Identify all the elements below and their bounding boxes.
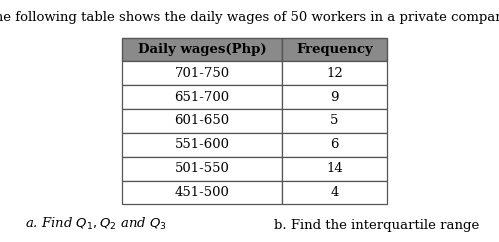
Text: 701-750: 701-750 [175, 67, 230, 80]
Text: b. Find the interquartile range: b. Find the interquartile range [274, 219, 479, 232]
Text: 601-650: 601-650 [175, 114, 230, 128]
Text: 551-600: 551-600 [175, 138, 230, 151]
Text: 14: 14 [326, 162, 343, 175]
Text: 6: 6 [330, 138, 339, 151]
Text: 12: 12 [326, 67, 343, 80]
Text: 5: 5 [330, 114, 338, 128]
Text: 451-500: 451-500 [175, 186, 230, 199]
Text: 4: 4 [330, 186, 338, 199]
Text: 501-550: 501-550 [175, 162, 230, 175]
Text: a. Find $Q_1, Q_2$ and $Q_3$: a. Find $Q_1, Q_2$ and $Q_3$ [25, 216, 167, 232]
Text: Daily wages(Php): Daily wages(Php) [138, 43, 266, 56]
Text: Frequency: Frequency [296, 43, 373, 56]
Text: The following table shows the daily wages of 50 workers in a private company.: The following table shows the daily wage… [0, 11, 499, 24]
Text: 651-700: 651-700 [175, 91, 230, 104]
Text: 9: 9 [330, 91, 339, 104]
